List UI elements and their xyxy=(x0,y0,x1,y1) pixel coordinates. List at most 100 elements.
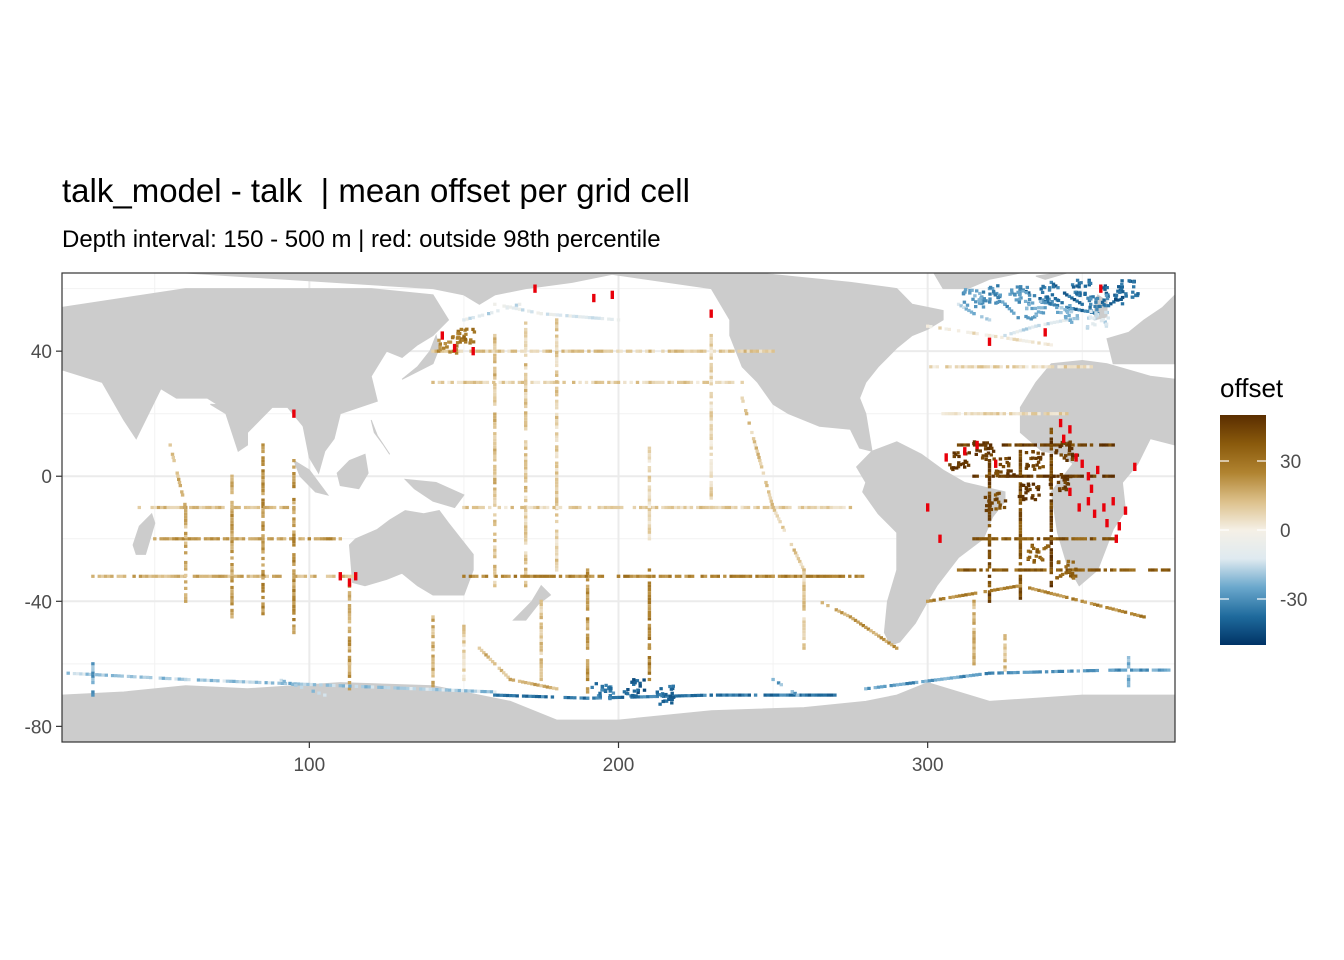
grid-cell xyxy=(574,574,579,578)
grid-cell xyxy=(431,349,435,353)
grid-cell xyxy=(1043,306,1047,310)
grid-cell xyxy=(987,533,992,538)
grid-cell xyxy=(493,662,497,666)
grid-cell xyxy=(1052,320,1057,324)
grid-cell xyxy=(727,380,732,384)
grid-cell xyxy=(1048,286,1052,290)
grid-cell xyxy=(116,574,120,578)
grid-cell xyxy=(230,487,234,491)
grid-cell xyxy=(1151,668,1156,672)
grid-cell xyxy=(993,493,998,497)
grid-cell xyxy=(645,380,649,384)
grid-cell xyxy=(350,574,355,578)
grid-cell xyxy=(163,505,167,510)
grid-cell xyxy=(261,605,265,609)
grid-cell xyxy=(172,537,176,541)
grid-cell xyxy=(403,686,407,690)
grid-cell xyxy=(468,574,473,578)
grid-cell xyxy=(1018,593,1023,597)
grid-cell xyxy=(465,505,469,510)
grid-cell xyxy=(1037,588,1041,592)
grid-cell xyxy=(103,574,108,578)
grid-cell xyxy=(1034,313,1039,317)
grid-cell xyxy=(1068,318,1072,322)
grid-cell xyxy=(1027,443,1031,447)
grid-cell xyxy=(724,505,728,510)
grid-cell xyxy=(1006,464,1011,468)
grid-cell xyxy=(464,332,468,336)
grid-cell xyxy=(1039,474,1043,478)
grid-cell xyxy=(533,574,537,578)
grid-cell xyxy=(1057,669,1061,673)
grid-cell xyxy=(731,349,735,353)
grid-cell xyxy=(647,511,652,515)
grid-cell xyxy=(431,661,435,665)
grid-cell xyxy=(1055,303,1060,308)
grid-cell xyxy=(539,658,543,662)
grid-cell xyxy=(393,686,397,690)
grid-cell xyxy=(1097,568,1101,572)
grid-cell xyxy=(987,462,992,466)
grid-cell xyxy=(585,591,590,595)
grid-cell xyxy=(1034,324,1038,328)
grid-cell xyxy=(95,673,99,677)
grid-cell xyxy=(156,505,161,510)
grid-cell xyxy=(536,683,540,687)
grid-cell xyxy=(484,653,488,657)
grid-cell xyxy=(638,349,643,353)
grid-cell xyxy=(1033,306,1038,310)
grid-cell xyxy=(611,696,615,700)
grid-cell xyxy=(524,521,528,526)
grid-cell xyxy=(1065,474,1069,478)
grid-cell xyxy=(741,399,745,403)
grid-cell xyxy=(455,341,460,345)
grid-cell xyxy=(1062,291,1067,295)
grid-cell xyxy=(613,505,617,510)
grid-cell xyxy=(587,574,592,578)
grid-cell xyxy=(226,537,230,541)
grid-cell xyxy=(1072,298,1077,302)
grid-cell xyxy=(493,513,497,517)
grid-cell xyxy=(1049,453,1053,457)
grid-cell xyxy=(967,592,971,596)
grid-cell xyxy=(535,349,540,353)
grid-cell xyxy=(347,649,352,653)
grid-cell xyxy=(709,436,713,441)
grid-cell xyxy=(230,504,234,508)
grid-cell xyxy=(1072,317,1076,321)
grid-cell xyxy=(802,601,806,605)
grid-cell xyxy=(422,687,426,691)
grid-cell xyxy=(456,349,461,353)
grid-cell xyxy=(1040,568,1044,572)
grid-cell xyxy=(151,574,155,578)
grid-cell xyxy=(1004,443,1009,447)
grid-cell xyxy=(1005,474,1009,478)
grid-cell xyxy=(431,674,435,678)
grid-cell xyxy=(1036,460,1041,464)
grid-cell xyxy=(159,537,163,541)
grid-cell xyxy=(956,568,961,572)
y-tick-label: 0 xyxy=(41,467,52,488)
grid-cell xyxy=(230,615,234,619)
grid-cell xyxy=(681,694,685,698)
grid-cell xyxy=(132,574,136,578)
grid-cell xyxy=(1119,568,1123,572)
grid-cell xyxy=(493,302,497,306)
grid-cell xyxy=(996,284,1000,288)
grid-cell xyxy=(623,574,627,578)
grid-cell xyxy=(585,662,590,666)
grid-cell xyxy=(1003,656,1007,660)
grid-cell xyxy=(142,675,147,679)
grid-cell xyxy=(1049,535,1053,539)
grid-cell xyxy=(1018,587,1023,591)
grid-cell xyxy=(347,626,352,630)
land-asia-north xyxy=(62,273,619,305)
grid-cell xyxy=(992,568,996,572)
grid-cell xyxy=(683,349,688,353)
grid-cell xyxy=(1049,473,1053,477)
grid-cell xyxy=(982,441,986,445)
grid-cell xyxy=(1018,485,1023,489)
grid-cell xyxy=(737,349,741,353)
grid-cell xyxy=(1020,474,1024,478)
grid-cell xyxy=(998,503,1002,507)
